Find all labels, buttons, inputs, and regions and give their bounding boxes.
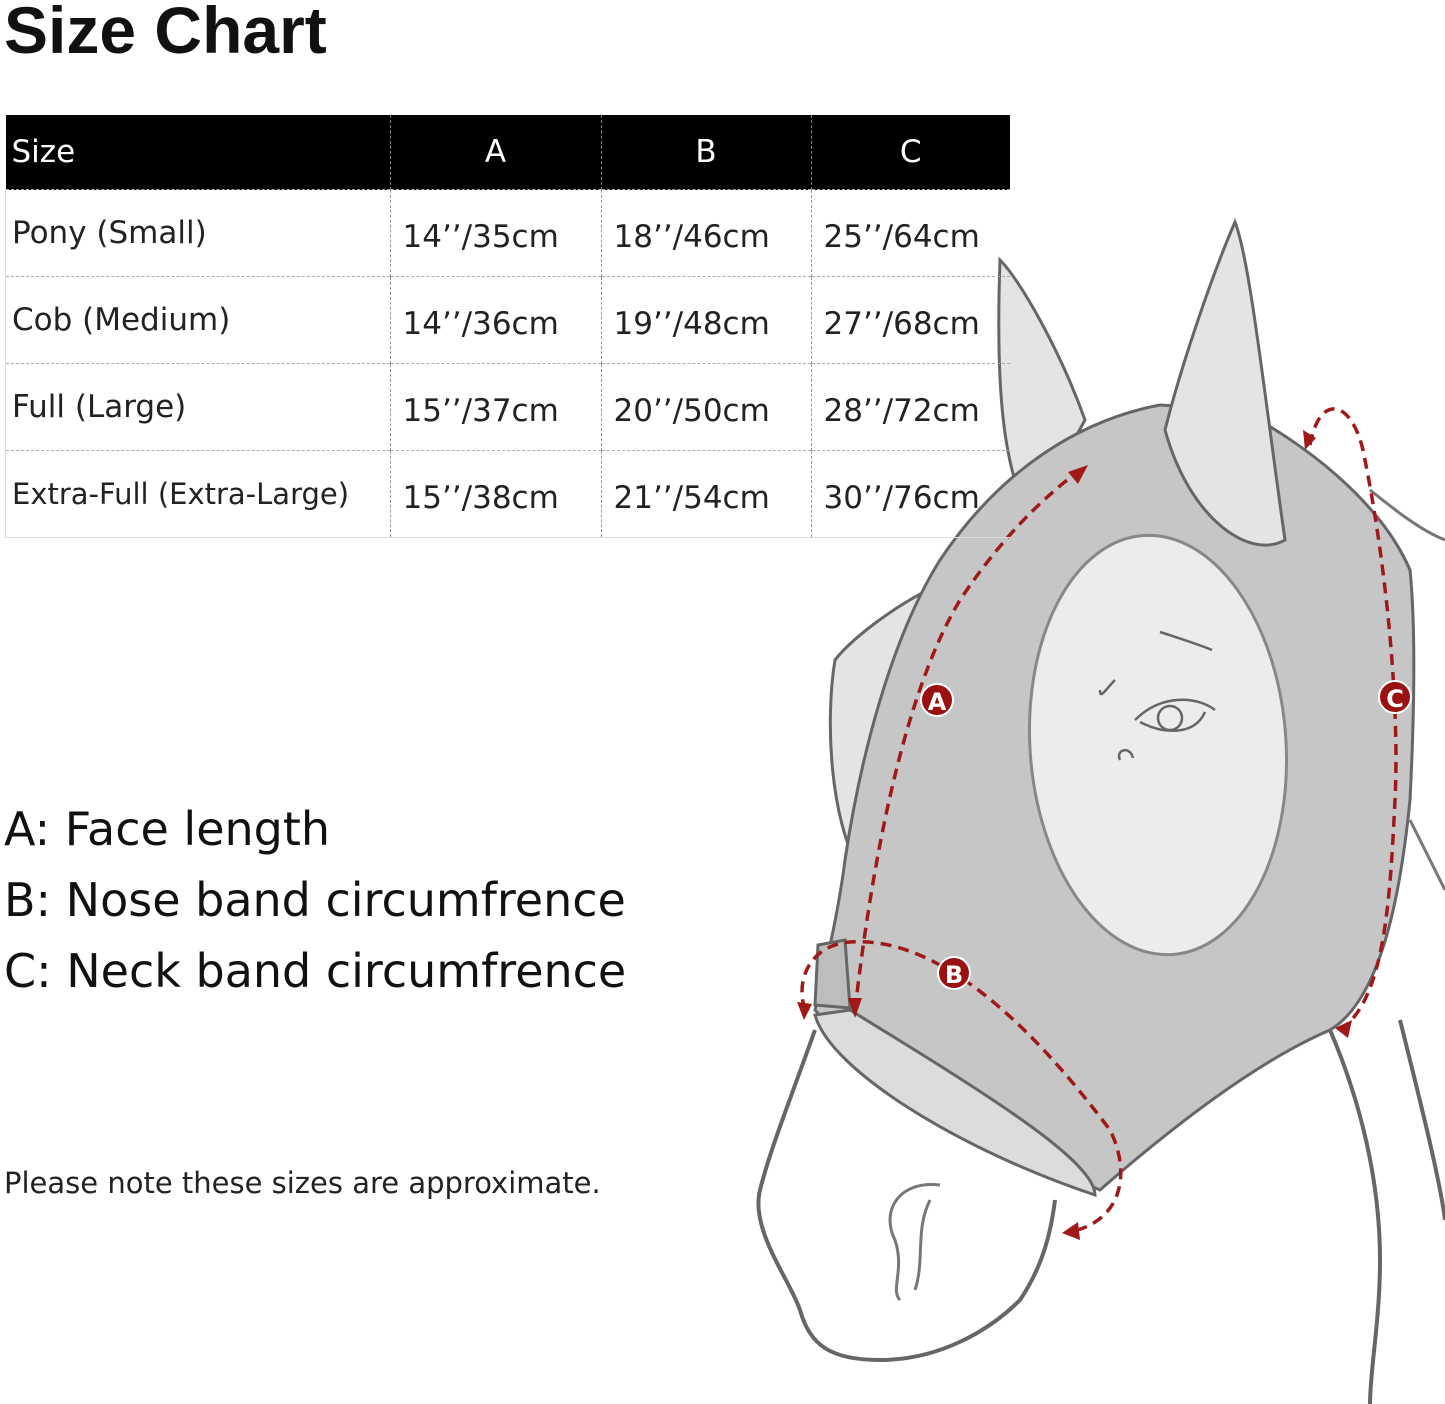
size-cell: Pony (Small) xyxy=(5,189,390,277)
header-b: B xyxy=(600,115,811,190)
eye-icon xyxy=(1098,630,1216,761)
table-row: Extra-Full (Extra-Large) 15’’/38cm 21’’/… xyxy=(5,450,1010,538)
header-size: Size xyxy=(5,115,390,190)
measure-b-line xyxy=(800,940,1123,1234)
approximate-sizes-note: Please note these sizes are approximate. xyxy=(4,1166,601,1200)
size-cell: Full (Large) xyxy=(5,363,390,451)
eye-opening xyxy=(1027,533,1289,957)
eye-pupil xyxy=(1156,704,1184,732)
marker-b: B xyxy=(937,956,971,990)
svg-text:B: B xyxy=(945,961,963,989)
svg-text:C: C xyxy=(1386,685,1404,713)
arrowhead-a xyxy=(1068,465,1088,484)
b-cell: 21’’/54cm xyxy=(600,450,811,538)
right-ear xyxy=(1163,218,1287,547)
arrowhead-b xyxy=(1062,1222,1080,1240)
table-header-row: Size A B C xyxy=(5,115,1010,190)
legend-a: A: Face length xyxy=(4,802,331,856)
arrowhead-b-left xyxy=(797,1002,812,1020)
measurement-lines xyxy=(800,407,1398,1234)
measure-a-line xyxy=(853,468,1082,1011)
horse-head-outline xyxy=(756,1019,1445,1404)
a-cell: 15’’/37cm xyxy=(389,363,601,451)
a-cell: 14’’/35cm xyxy=(389,189,601,277)
b-cell: 18’’/46cm xyxy=(600,189,811,277)
arrowhead-c-bottom xyxy=(1335,1020,1352,1038)
table-row: Cob (Medium) 14’’/36cm 19’’/48cm 27’’/68… xyxy=(5,276,1010,364)
horse-nostril xyxy=(888,1182,941,1302)
c-cell: 30’’/76cm xyxy=(810,450,1010,538)
page-title: Size Chart xyxy=(4,0,327,67)
c-cell: 28’’/72cm xyxy=(810,363,1010,451)
horse-mane-lines xyxy=(1369,488,1445,891)
header-a: A xyxy=(389,115,601,190)
size-cell: Extra-Full (Extra-Large) xyxy=(5,450,390,538)
arrowheads xyxy=(797,430,1352,1240)
marker-c: C xyxy=(1378,680,1412,714)
svg-text:A: A xyxy=(928,688,947,716)
header-c: C xyxy=(810,115,1010,190)
size-table: Size A B C Pony (Small) 14’’/35cm 18’’/4… xyxy=(5,115,1010,538)
marker-a: A xyxy=(920,683,954,717)
arrowhead-c-top xyxy=(1303,430,1316,450)
table-row: Pony (Small) 14’’/35cm 18’’/46cm 25’’/64… xyxy=(5,189,1010,277)
b-cell: 19’’/48cm xyxy=(600,276,811,364)
nose-band xyxy=(813,938,852,1010)
b-cell: 20’’/50cm xyxy=(600,363,811,451)
c-cell: 25’’/64cm xyxy=(810,189,1010,277)
table-row: Full (Large) 15’’/37cm 20’’/50cm 28’’/72… xyxy=(5,363,1010,451)
a-cell: 14’’/36cm xyxy=(389,276,601,364)
c-cell: 27’’/68cm xyxy=(810,276,1010,364)
size-cell: Cob (Medium) xyxy=(5,276,390,364)
a-cell: 15’’/38cm xyxy=(389,450,601,538)
nose-opening xyxy=(813,1008,1097,1198)
legend-b: B: Nose band circumfrence xyxy=(4,873,626,927)
arrowhead-a-bottom xyxy=(848,998,862,1018)
legend-c: C: Neck band circumfrence xyxy=(4,944,627,998)
measure-c-line xyxy=(1308,407,1398,1032)
